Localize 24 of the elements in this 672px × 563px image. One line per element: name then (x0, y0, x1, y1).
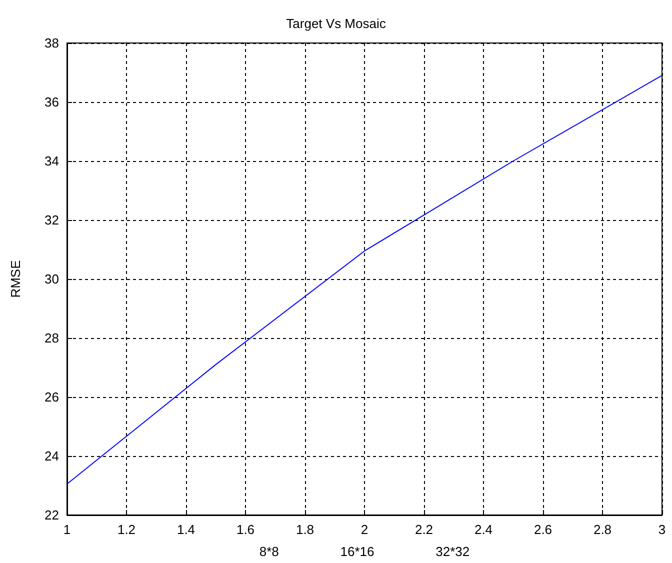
chart-title: Target Vs Mosaic (286, 16, 386, 31)
x-tick-label: 2.2 (414, 522, 434, 537)
x-tick-label: 1.2 (117, 522, 136, 537)
x-tick-label: 1.8 (296, 522, 314, 537)
y-tick-label: 22 (44, 508, 59, 522)
x-axis-title: 8*8 16*16 32*32 (259, 544, 470, 559)
y-tick-label: 34 (44, 154, 59, 168)
x-tick-label: 2.4 (474, 522, 493, 537)
y-tick-label: 36 (44, 94, 59, 110)
x-tick-label: 1 (63, 522, 71, 537)
y-axis-title: RMSE (8, 260, 23, 298)
y-tick-label: 28 (44, 330, 59, 346)
y-tick-label: 24 (44, 448, 59, 464)
x-tick-label: 3 (658, 522, 666, 537)
y-tick-label: 30 (44, 272, 59, 286)
x-tick-label: 2 (360, 522, 368, 537)
y-tick-label: 32 (44, 212, 59, 228)
x-tick-label: 1.4 (176, 522, 196, 537)
line-series (66, 74, 662, 485)
y-tick-label: 38 (44, 36, 59, 50)
x-tick-label: 1.6 (236, 522, 255, 537)
y-tick-label: 26 (44, 390, 59, 404)
x-tick-label: 2.6 (534, 522, 552, 537)
x-tick-label: 2.8 (593, 522, 612, 537)
